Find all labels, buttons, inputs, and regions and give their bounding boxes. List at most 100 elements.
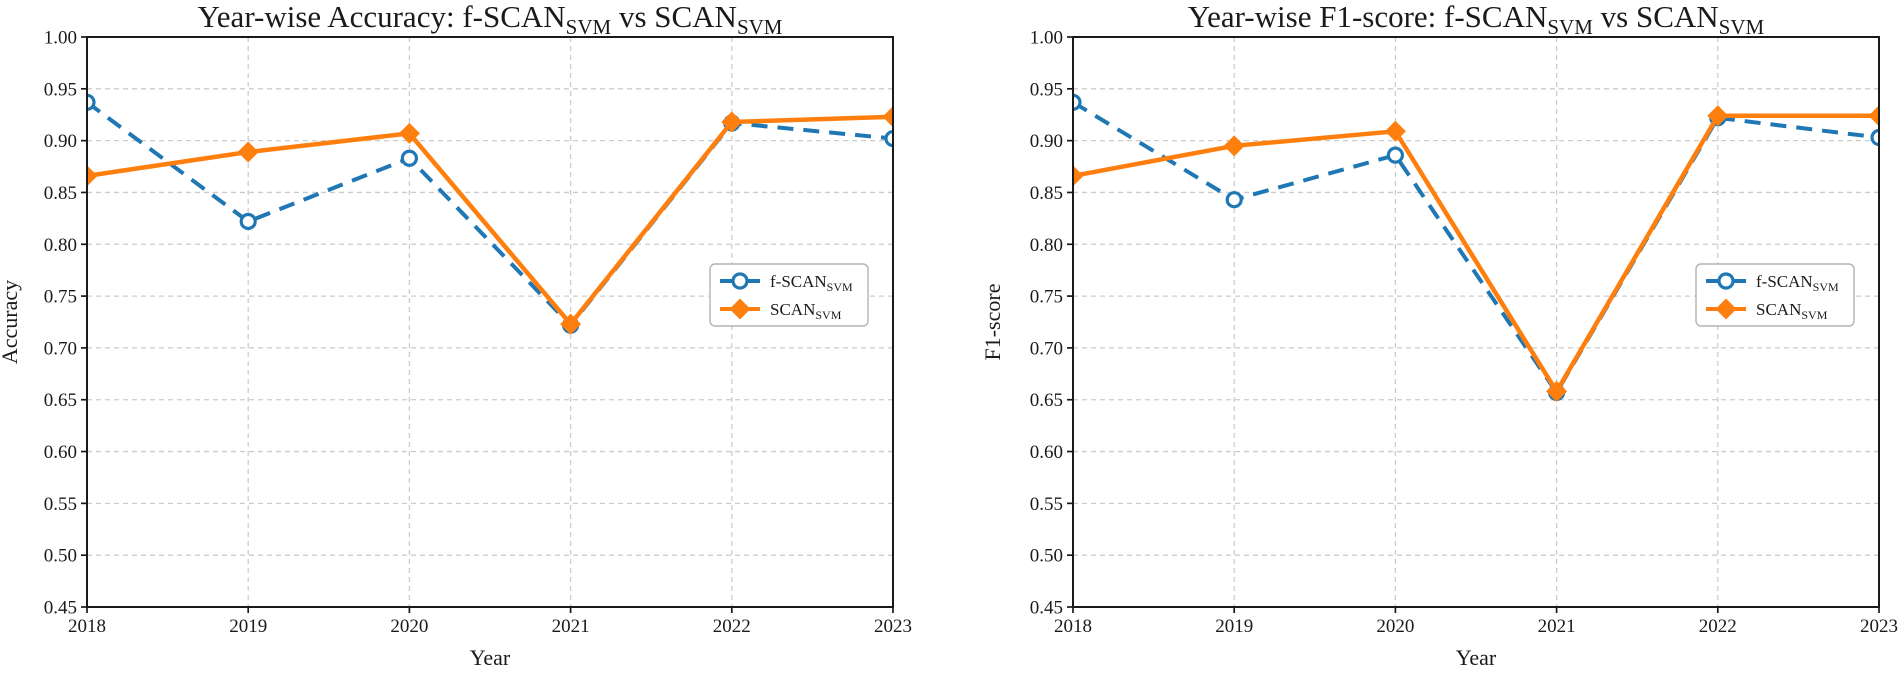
y-tick-label: 1.00 [1030,28,1063,49]
y-tick-label: 0.90 [44,131,77,152]
marker-SCAN_SVM [1073,165,1084,187]
title-subscript: SVM [1718,15,1765,39]
x-tick-label: 2018 [1054,616,1092,637]
series-layer [1073,93,1879,402]
plot-border [86,36,894,608]
y-tick-label: 0.70 [44,338,77,359]
y-tick-label: 0.95 [1030,79,1063,100]
title-subscript: SVM [565,15,612,39]
y-tick-label: 0.55 [1030,494,1063,515]
marker-f-SCAN_SVM [239,212,257,231]
y-tick-label: 0.50 [1030,546,1063,567]
marker-f-SCAN_SVM [884,129,893,148]
x-tick-label: 2021 [552,616,590,637]
x-tick-label: 2022 [1699,616,1737,637]
legend-swatch-marker [1717,272,1735,290]
marker-SCAN_SVM [237,141,259,163]
title-subscript: SVM [1547,15,1593,39]
y-tick-label: 0.70 [1030,338,1063,359]
accuracy-chart: Year-wise Accuracy: f-SCANSVM vs SCANSVM… [0,0,912,671]
legend-label: f-SCANSVM [1756,272,1839,294]
marker-SCAN_SVM [1223,135,1245,157]
y-axis-label: Accuracy [0,280,22,364]
legend-label-text: f-SCAN [1756,272,1813,291]
title-text: vs SCAN [1592,0,1719,34]
y-tick-label: 0.75 [1030,287,1063,308]
legend-swatch-marker [729,298,751,320]
legend-item-SCAN_SVM: SCANSVM [720,298,842,322]
f1-score-chart: Year-wise F1-score: f-SCANSVM vs SCANSVM… [950,0,1900,673]
x-tick-label: 2020 [390,616,428,637]
legend-label: SCANSVM [1756,300,1828,322]
y-tick-label: 0.60 [1030,442,1063,463]
y-tick-label: 0.45 [1030,598,1063,619]
legend-label-subscript: SVM [1813,280,1839,294]
y-tick-label: 0.65 [1030,390,1063,411]
marker-SCAN_SVM [560,313,582,335]
x-axis-label: Year [1456,645,1497,670]
marker-f-SCAN_SVM [1870,128,1879,147]
series-line-f-SCAN_SVM [1073,100,1879,397]
marker-SCAN_SVM [1707,105,1729,127]
y-tick-label: 0.95 [44,79,77,100]
legend-item-f-SCAN_SVM: f-SCANSVM [1706,272,1839,294]
legend-label-subscript: SVM [827,280,853,294]
marker-SCAN_SVM [1868,105,1879,127]
y-axis-label: F1-score [980,284,1005,361]
marker-SCAN_SVM [398,122,420,144]
marker-SCAN_SVM [721,111,743,133]
y-tick-label: 0.65 [44,390,77,411]
x-tick-label: 2019 [1215,616,1253,637]
axes: 0.45 0.50 0.55 0.60 0.65 0.70 0.75 0.80 0.85 0.90… [44,28,912,638]
marker-f-SCAN_SVM [1073,93,1082,111]
marker-f-SCAN_SVM [87,93,96,111]
x-axis-label: Year [470,645,511,670]
chart-title: Year-wise F1-score: f-SCANSVM vs SCANSVM [1188,0,1764,44]
x-tick-label: 2019 [229,616,267,637]
legend-swatch-marker [731,272,749,290]
series-layer [87,93,893,335]
marker-f-SCAN_SVM [400,149,418,167]
legend-swatch-marker [1715,298,1737,320]
title-text: vs SCAN [611,0,737,34]
x-tick-label: 2020 [1376,616,1414,637]
chart-title: Year-wise Accuracy: f-SCANSVM vs SCANSVM [198,0,783,44]
x-tick-label: 2023 [1860,616,1898,637]
y-tick-label: 1.00 [44,28,77,49]
plot-border [1072,36,1880,608]
marker-SCAN_SVM [1384,120,1406,142]
legend-label-subscript: SVM [1801,308,1827,322]
accuracy-plot-canvas: 0.45 0.50 0.55 0.60 0.65 0.70 0.75 0.80 0.85 0.90… [0,28,912,671]
marker-f-SCAN_SVM [1386,146,1404,164]
y-tick-label: 0.85 [1030,183,1063,204]
y-tick-label: 0.85 [44,183,77,204]
f1-plot-canvas: 0.45 0.50 0.55 0.60 0.65 0.70 0.75 0.80 0.85 0.90… [980,28,1898,671]
y-tick-label: 0.90 [1030,131,1063,152]
y-tick-label: 0.75 [44,287,77,308]
title-subscript: SVM [736,15,783,39]
x-tick-label: 2021 [1538,616,1576,637]
x-tick-label: 2023 [874,616,912,637]
y-tick-label: 0.45 [44,598,77,619]
y-tick-label: 0.50 [44,546,77,567]
title-text: Year-wise F1-score: f-SCAN [1187,0,1548,34]
axes: 0.45 0.50 0.55 0.60 0.65 0.70 0.75 0.80 0.85 0.90… [1030,28,1898,638]
title-text: Year-wise Accuracy: f-SCAN [197,0,566,34]
y-tick-label: 0.80 [44,235,77,256]
legend-label: SCANSVM [770,300,842,322]
marker-SCAN_SVM [882,106,893,128]
legend-item-f-SCAN_SVM: f-SCANSVM [720,272,853,294]
x-tick-label: 2022 [713,616,751,637]
legend-label-text: f-SCAN [770,272,827,291]
legend-label-text: SCAN [770,300,815,319]
legend-label-text: SCAN [1756,300,1801,319]
y-tick-label: 0.55 [44,494,77,515]
y-tick-label: 0.60 [44,442,77,463]
legend-label: f-SCANSVM [770,272,853,294]
series-line-SCAN_SVM [87,114,893,328]
legend-label-subscript: SVM [815,308,841,322]
series-line-SCAN_SVM [1073,113,1879,396]
